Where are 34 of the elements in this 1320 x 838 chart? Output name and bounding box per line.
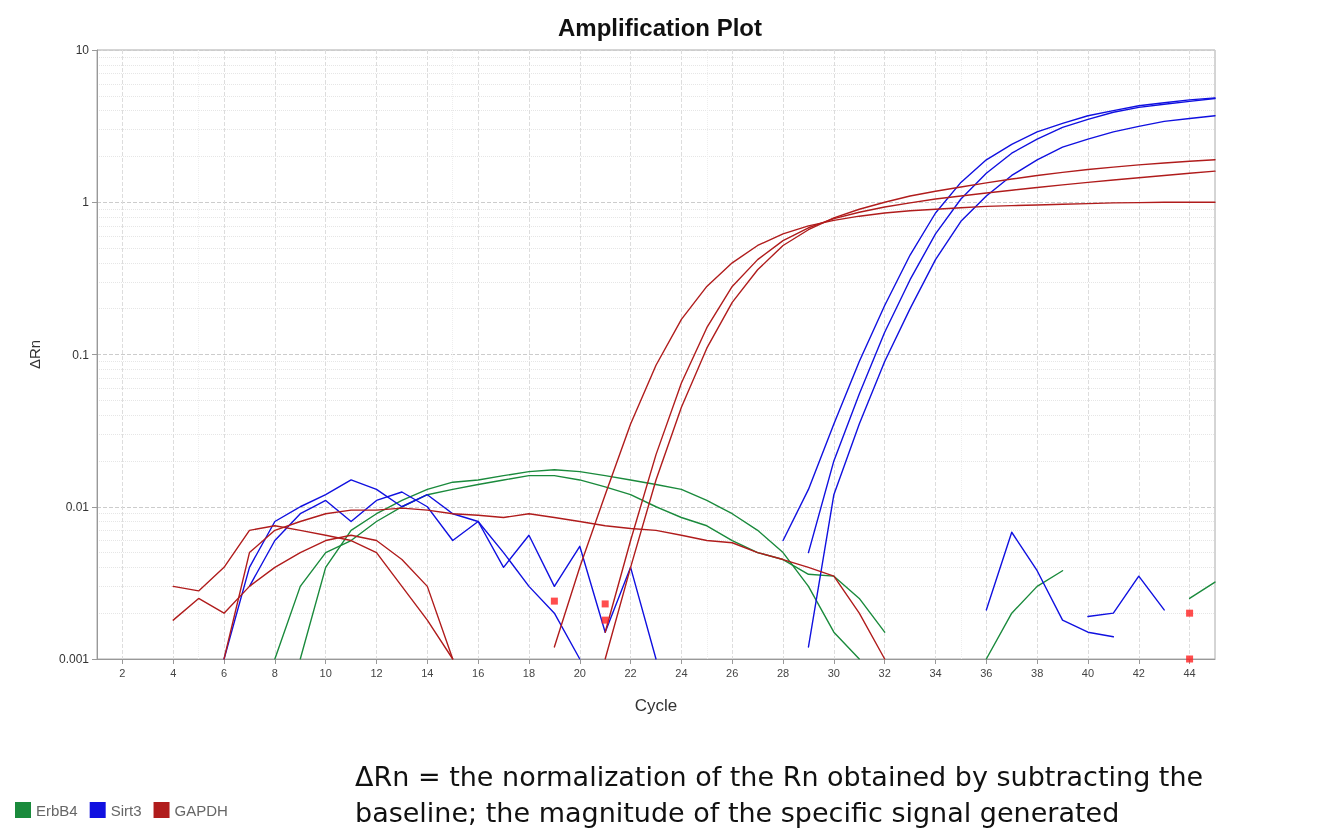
- legend-label: GAPDH: [174, 801, 228, 819]
- x-tick-label: 24: [675, 666, 688, 679]
- x-tick-label: 18: [522, 666, 536, 679]
- text: ΔRn = the normalization of the Rn obtained by subtracting the baseline; the magnitude of the specific signal generated: [355, 760, 1212, 828]
- x-tick-label: 38: [1031, 666, 1044, 679]
- x-tick-label: 22: [624, 666, 637, 679]
- x-tick-label: 2: [119, 666, 126, 679]
- x-tick-label: 36: [980, 666, 993, 679]
- x-tick-label: 20: [573, 666, 586, 679]
- x-tick-label: 14: [421, 666, 434, 679]
- x-tick-label: 12: [370, 666, 383, 679]
- y-axis-title: ΔRn: [26, 339, 43, 370]
- legend-label: Sirt3: [110, 801, 142, 819]
- y-tick-label: 0.1: [72, 347, 90, 362]
- legend-label: ErbB4: [36, 801, 78, 819]
- x-tick-label: 30: [827, 666, 840, 679]
- x-tick-label: 44: [1183, 666, 1196, 679]
- y-tick-label: 0.001: [58, 652, 90, 666]
- y-tick-label: 1: [82, 195, 90, 210]
- x-tick-label: 8: [271, 666, 278, 679]
- x-tick-label: 26: [726, 666, 739, 679]
- x-axis-title: Cycle: [634, 696, 678, 715]
- y-tick-label: 0.01: [65, 499, 90, 514]
- x-tick-label: 4: [170, 666, 177, 679]
- x-tick-label: 40: [1081, 666, 1095, 679]
- x-tick-label: 28: [776, 666, 790, 679]
- chart-title: Amplification Plot: [558, 13, 763, 41]
- x-tick-label: 6: [220, 666, 228, 679]
- x-tick-label: 16: [472, 666, 485, 679]
- x-tick-label: 34: [929, 666, 942, 679]
- x-tick-label: 32: [878, 666, 891, 679]
- y-tick-label: 10: [75, 43, 90, 57]
- x-tick-label: 10: [319, 666, 332, 679]
- x-tick-label: 42: [1132, 666, 1145, 679]
